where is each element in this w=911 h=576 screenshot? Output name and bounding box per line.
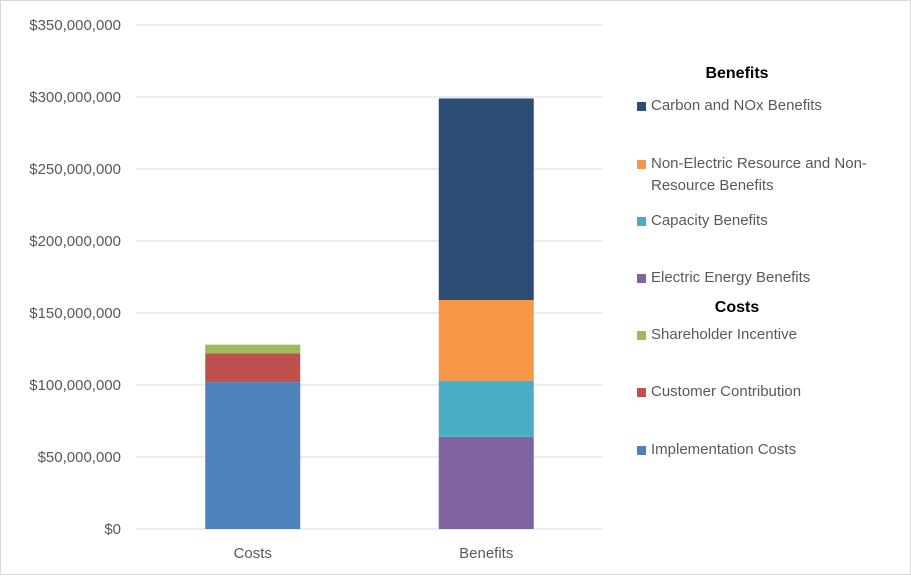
legend-item-customer-contribution: Customer Contribution bbox=[637, 381, 899, 403]
y-tick-label: $300,000,000 bbox=[29, 89, 121, 106]
legend-item-non-electric: Non-Electric Resource and Non-Resource B… bbox=[637, 153, 899, 197]
bar-segment-carbon-and-nox-benefits bbox=[438, 98, 534, 301]
legend-swatch bbox=[637, 331, 646, 340]
y-tick-label: $200,000,000 bbox=[29, 233, 121, 250]
x-tick-label: Costs bbox=[234, 545, 272, 562]
bar-segment-electric-energy-benefits bbox=[438, 436, 534, 529]
bar-segment-non-electric-resource-and-non-resource-benefits bbox=[438, 300, 534, 381]
y-tick-label: $100,000,000 bbox=[29, 377, 121, 394]
bar-segment-shareholder-incentive bbox=[205, 344, 301, 354]
legend-label: Customer Contribution bbox=[651, 383, 802, 400]
legend-heading-benefits: Benefits bbox=[705, 65, 769, 82]
bar-segment-implementation-costs bbox=[205, 382, 301, 529]
y-tick-label: $350,000,000 bbox=[29, 17, 121, 34]
legend-swatch bbox=[637, 217, 646, 226]
legend-label: Capacity Benefits bbox=[651, 212, 768, 229]
bar-segment-customer-contribution bbox=[205, 353, 301, 383]
bar-segment-capacity-benefits bbox=[438, 380, 534, 437]
legend-swatch bbox=[637, 160, 646, 169]
legend: Benefits Carbon and NOx Benefits Non-Ele… bbox=[637, 1, 907, 576]
y-tick-label: $150,000,000 bbox=[29, 305, 121, 322]
legend-heading-costs: Costs bbox=[714, 299, 760, 316]
y-tick-label: $250,000,000 bbox=[29, 161, 121, 178]
legend-swatch bbox=[637, 446, 646, 455]
y-tick-label: $50,000,000 bbox=[38, 449, 121, 466]
legend-item-shareholder: Shareholder Incentive bbox=[637, 324, 899, 346]
legend-swatch bbox=[637, 388, 646, 397]
legend-swatch bbox=[637, 274, 646, 283]
legend-label: Carbon and NOx Benefits bbox=[651, 97, 822, 114]
legend-swatch bbox=[637, 102, 646, 111]
legend-label: Non-Electric Resource and Non-Resource B… bbox=[651, 155, 867, 194]
legend-item-electric-energy: Electric Energy Benefits bbox=[637, 267, 899, 289]
legend-label: Shareholder Incentive bbox=[651, 326, 797, 343]
stacked-bar-chart: $0 $50,000,000 $100,000,000 $150,000,000 $20… bbox=[29, 17, 603, 562]
legend-label: Electric Energy Benefits bbox=[651, 269, 811, 286]
legend-item-implementation: Implementation Costs bbox=[637, 439, 899, 461]
y-tick-label: $0 bbox=[104, 521, 121, 538]
x-tick-label: Benefits bbox=[459, 545, 513, 562]
legend-item-carbon-nox: Carbon and NOx Benefits bbox=[637, 95, 899, 117]
legend-label: Implementation Costs bbox=[651, 441, 797, 458]
legend-item-capacity: Capacity Benefits bbox=[637, 210, 899, 232]
